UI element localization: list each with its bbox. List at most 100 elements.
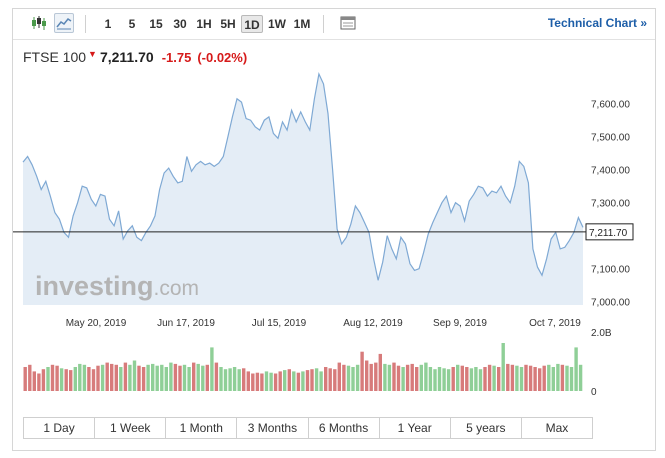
volume-bar <box>342 364 346 391</box>
volume-bar <box>64 369 68 391</box>
volume-zero-label: 0 <box>591 387 597 398</box>
range-3-months-button[interactable]: 3 Months <box>237 418 309 438</box>
volume-bar <box>424 362 428 391</box>
range-5-years-button[interactable]: 5 years <box>451 418 522 438</box>
period-5h-button[interactable]: 5H <box>220 17 236 31</box>
volume-bar <box>28 364 32 391</box>
candlestick-chart-icon[interactable] <box>29 13 49 33</box>
volume-bar <box>524 364 528 391</box>
price-area-fill <box>23 74 583 305</box>
volume-bar <box>369 363 373 391</box>
range-1-year-button[interactable]: 1 Year <box>380 418 451 438</box>
volume-bar <box>401 367 405 391</box>
volume-bar <box>141 367 146 391</box>
volume-bar <box>528 365 533 391</box>
volume-bar <box>492 365 496 391</box>
volume-bar <box>460 365 464 391</box>
volume-bar <box>365 360 369 391</box>
chart-widget: 1 5 15 30 1H 5H 1D 1W 1M Technical Chart… <box>12 8 656 451</box>
period-15-button[interactable]: 15 <box>149 17 163 31</box>
y-tick-label: 7,300.00 <box>591 199 630 210</box>
volume-bar <box>251 373 255 391</box>
range-max-button[interactable]: Max <box>545 421 569 435</box>
volume-bar <box>405 364 410 391</box>
volume-bar <box>333 369 337 391</box>
volume-bar <box>96 365 100 391</box>
x-tick-label: Jul 15, 2019 <box>252 318 307 329</box>
volume-bar <box>556 363 560 391</box>
volume-bar <box>383 363 387 391</box>
period-1-button[interactable]: 1 <box>104 17 112 31</box>
volume-bar <box>264 371 269 391</box>
volume-bar <box>205 364 209 391</box>
volume-bar <box>41 369 46 391</box>
period-1w-button[interactable]: 1W <box>268 17 286 31</box>
watermark-logo: investing.com <box>35 271 199 301</box>
volume-bar <box>578 364 583 391</box>
price-change-percent: (-0.02%) <box>197 50 248 65</box>
volume-bar <box>569 367 574 391</box>
range-1-month-button[interactable]: 1 Month <box>166 418 238 438</box>
x-tick-label: Jun 17, 2019 <box>157 318 215 329</box>
price-chart[interactable]: investing.com 7,600.00 7,500.00 7,400.00 7,3… <box>13 9 657 409</box>
volume-bar <box>565 365 569 391</box>
volume-bars <box>23 343 583 391</box>
volume-bar <box>360 351 364 391</box>
volume-bar <box>355 364 360 391</box>
volume-bar <box>497 367 501 391</box>
volume-max-label: 2.0B <box>591 328 612 339</box>
volume-bar <box>374 362 378 391</box>
volume-bar <box>169 362 173 391</box>
range-6-months-button[interactable]: 6 Months <box>309 418 380 438</box>
volume-bar <box>410 363 414 391</box>
volume-bar <box>37 373 41 391</box>
volume-bar <box>50 364 55 391</box>
current-price-box <box>585 223 634 241</box>
period-5-button[interactable]: 5 <box>128 17 136 31</box>
period-1h-button[interactable]: 1H <box>196 17 212 31</box>
period-1d-button[interactable]: 1D <box>241 15 263 33</box>
volume-bar <box>310 369 314 391</box>
volume-bar <box>387 364 392 391</box>
volume-bar <box>392 362 396 391</box>
volume-bar <box>396 365 401 391</box>
y-tick-label: 7,500.00 <box>591 133 630 144</box>
volume-bar <box>428 367 433 391</box>
quote-header: FTSE 100 ▼ 7,211.70 -1.75 (-0.02%) <box>23 49 247 67</box>
volume-bar <box>437 367 442 391</box>
volume-bar <box>82 364 87 391</box>
period-1m-button[interactable]: 1M <box>293 17 311 31</box>
volume-bar <box>214 362 219 391</box>
x-tick-label: Aug 12, 2019 <box>343 318 403 329</box>
volume-bar <box>146 364 150 391</box>
volume-bar <box>305 370 310 391</box>
volume-bar <box>269 372 273 391</box>
window-icon[interactable] <box>338 13 358 33</box>
volume-bar <box>456 364 460 391</box>
volume-bar <box>515 365 519 391</box>
volume-bar <box>73 367 77 391</box>
volume-bar <box>469 368 474 391</box>
toolbar-divider <box>323 15 324 33</box>
x-tick-label: May 20, 2019 <box>66 318 127 329</box>
range-1-week-button[interactable]: 1 Week <box>95 418 167 438</box>
technical-chart-link[interactable]: Technical Chart » <box>547 16 647 30</box>
volume-bar <box>560 364 565 391</box>
range-1-day-button[interactable]: 1 Day <box>24 418 96 438</box>
area-chart-icon[interactable] <box>54 13 74 33</box>
current-price-label: 7,211.70 <box>589 228 628 239</box>
volume-bar <box>105 362 109 391</box>
volume-bar <box>324 367 328 391</box>
x-tick-label: Oct 7, 2019 <box>529 318 581 329</box>
volume-bar <box>319 371 323 391</box>
volume-bar <box>151 363 155 391</box>
period-30-button[interactable]: 30 <box>173 17 187 31</box>
volume-bar <box>237 369 241 391</box>
volume-bar <box>415 367 419 391</box>
y-tick-label: 7,000.00 <box>591 298 630 309</box>
y-tick-label: 7,100.00 <box>591 265 630 276</box>
volume-bar <box>87 367 91 391</box>
volume-bar <box>442 368 446 391</box>
volume-bar <box>260 373 264 391</box>
volume-bar <box>574 347 578 391</box>
